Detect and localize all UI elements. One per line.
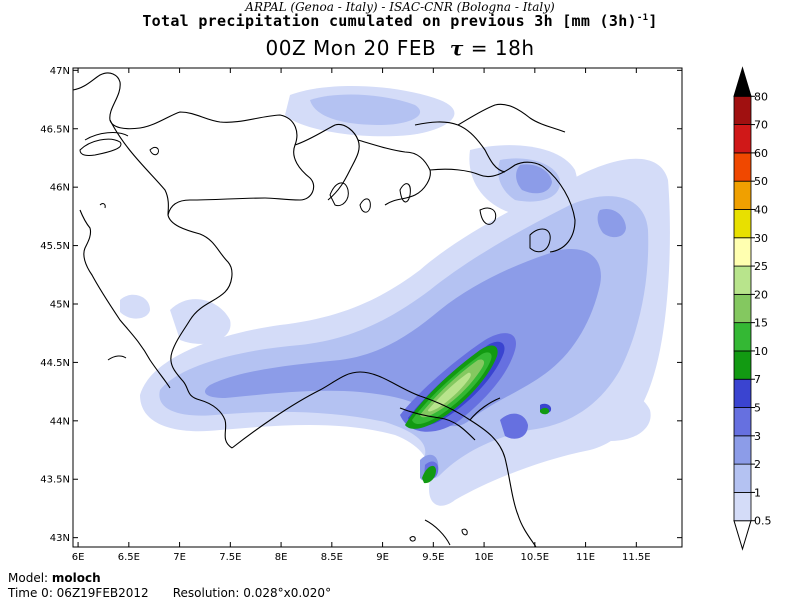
colorbar-label: 1: [754, 486, 761, 499]
lon-tick-label: 10.5E: [521, 552, 550, 563]
colorbar-label: 7: [754, 373, 761, 386]
lat-tick-label: 47N: [50, 66, 70, 77]
colorbar-bin: [733, 209, 752, 239]
latitude-axis: 47N 46.5N 46N 45.5N 45N 44.5N 44N 43.5N 43N: [40, 66, 682, 544]
lon-tick-label: 6.5E: [118, 552, 140, 563]
lat-tick-label: 43N: [50, 533, 70, 544]
colorbar-label: 15: [754, 317, 768, 330]
lat-tick-label: 44.5N: [40, 358, 70, 369]
colorbar-bin: [733, 124, 752, 154]
model-name: moloch: [51, 571, 101, 585]
colorbar-label: 40: [754, 203, 768, 216]
lakes: [79, 132, 551, 546]
colorbar-bin: [733, 322, 752, 352]
footer-time: Time 0: 06Z19FEB2012 Resolution: 0.028°x0…: [8, 586, 331, 600]
lon-tick-label: 7E: [173, 552, 186, 563]
colorbar-bin: [733, 463, 752, 493]
lon-tick-label: 9.5E: [422, 552, 444, 563]
lon-tick-label: 11.5E: [622, 552, 651, 563]
colorbar-upper-extension: [733, 66, 752, 97]
colorbar-label: 25: [754, 260, 768, 273]
colorbar: 0.5 1 2 3 5 7 10 15 20 25 30 40 50 60 70 80: [733, 66, 772, 551]
title-end: ]: [648, 12, 658, 30]
map-frame: [72, 67, 683, 548]
colorbar-bin: [733, 237, 752, 267]
subtitle-date: 00Z Mon 20 FEB: [265, 36, 437, 60]
lon-tick-label: 8.5E: [321, 552, 343, 563]
subtitle-lead: = 18h: [470, 36, 535, 60]
init-time: Time 0: 06Z19FEB2012: [8, 586, 149, 600]
colorbar-bin: [733, 435, 752, 465]
lon-tick-label: 9E: [376, 552, 389, 563]
tau-symbol: τ: [449, 36, 464, 60]
colorbar-label: 50: [754, 175, 768, 188]
longitude-axis: 6E 6.5E 7E 7.5E 8E 8.5E 9E 9.5E 10E 10.5E 11E 11.5E: [72, 68, 651, 563]
colorbar-label: 10: [754, 345, 768, 358]
colorbar-label: 70: [754, 119, 768, 132]
lon-tick-label: 10E: [475, 552, 494, 563]
colorbar-bin: [733, 265, 752, 295]
colorbar-label: 60: [754, 147, 768, 160]
colorbar-label: 2: [754, 458, 761, 471]
resolution: Resolution: 0.028°x0.020°: [172, 586, 332, 600]
colorbar-label: 3: [754, 430, 761, 443]
lon-tick-label: 8E: [275, 552, 288, 563]
lon-tick-label: 6E: [72, 552, 85, 563]
title-superscript: -1: [636, 13, 649, 23]
colorbar-label: 30: [754, 232, 768, 245]
lat-tick-label: 44N: [50, 416, 70, 427]
lat-tick-label: 46.5N: [40, 124, 70, 135]
colorbar-bin: [733, 95, 752, 125]
credit-line: ARPAL (Genoa - Italy) - ISAC-CNR (Bologn…: [245, 0, 555, 14]
precipitation-field: [73, 72, 670, 547]
precip-level-20: [428, 372, 471, 412]
map-subtitle: 00Z Mon 20 FEB τ = 18h: [0, 36, 800, 60]
colorbar-label: 80: [754, 90, 768, 103]
colorbar-bin: [733, 152, 752, 182]
colorbar-label: 0.5: [754, 515, 772, 528]
colorbar-bin: [733, 407, 752, 437]
lon-tick-label: 7.5E: [219, 552, 241, 563]
lat-tick-label: 45.5N: [40, 241, 70, 252]
footer-model: Model: moloch: [8, 571, 101, 585]
colorbar-bin: [733, 350, 752, 380]
colorbar-label: 5: [754, 402, 761, 415]
colorbar-bin: [733, 378, 752, 408]
title-main: Total precipitation cumulated on previou…: [142, 12, 637, 30]
colorbar-lower-extension: [733, 520, 752, 551]
colorbar-bin: [733, 180, 752, 210]
lon-tick-label: 11E: [576, 552, 595, 563]
lat-tick-label: 43.5N: [40, 475, 70, 486]
colorbar-bin: [733, 492, 752, 522]
colorbar-bin: [733, 293, 752, 324]
colorbar-label: 20: [754, 288, 768, 301]
lat-tick-label: 45N: [50, 299, 70, 310]
lat-tick-label: 46N: [50, 183, 70, 194]
coastline-and-borders: [73, 72, 576, 547]
map-title: Total precipitation cumulated on previou…: [0, 12, 800, 30]
model-label: Model:: [8, 571, 49, 585]
